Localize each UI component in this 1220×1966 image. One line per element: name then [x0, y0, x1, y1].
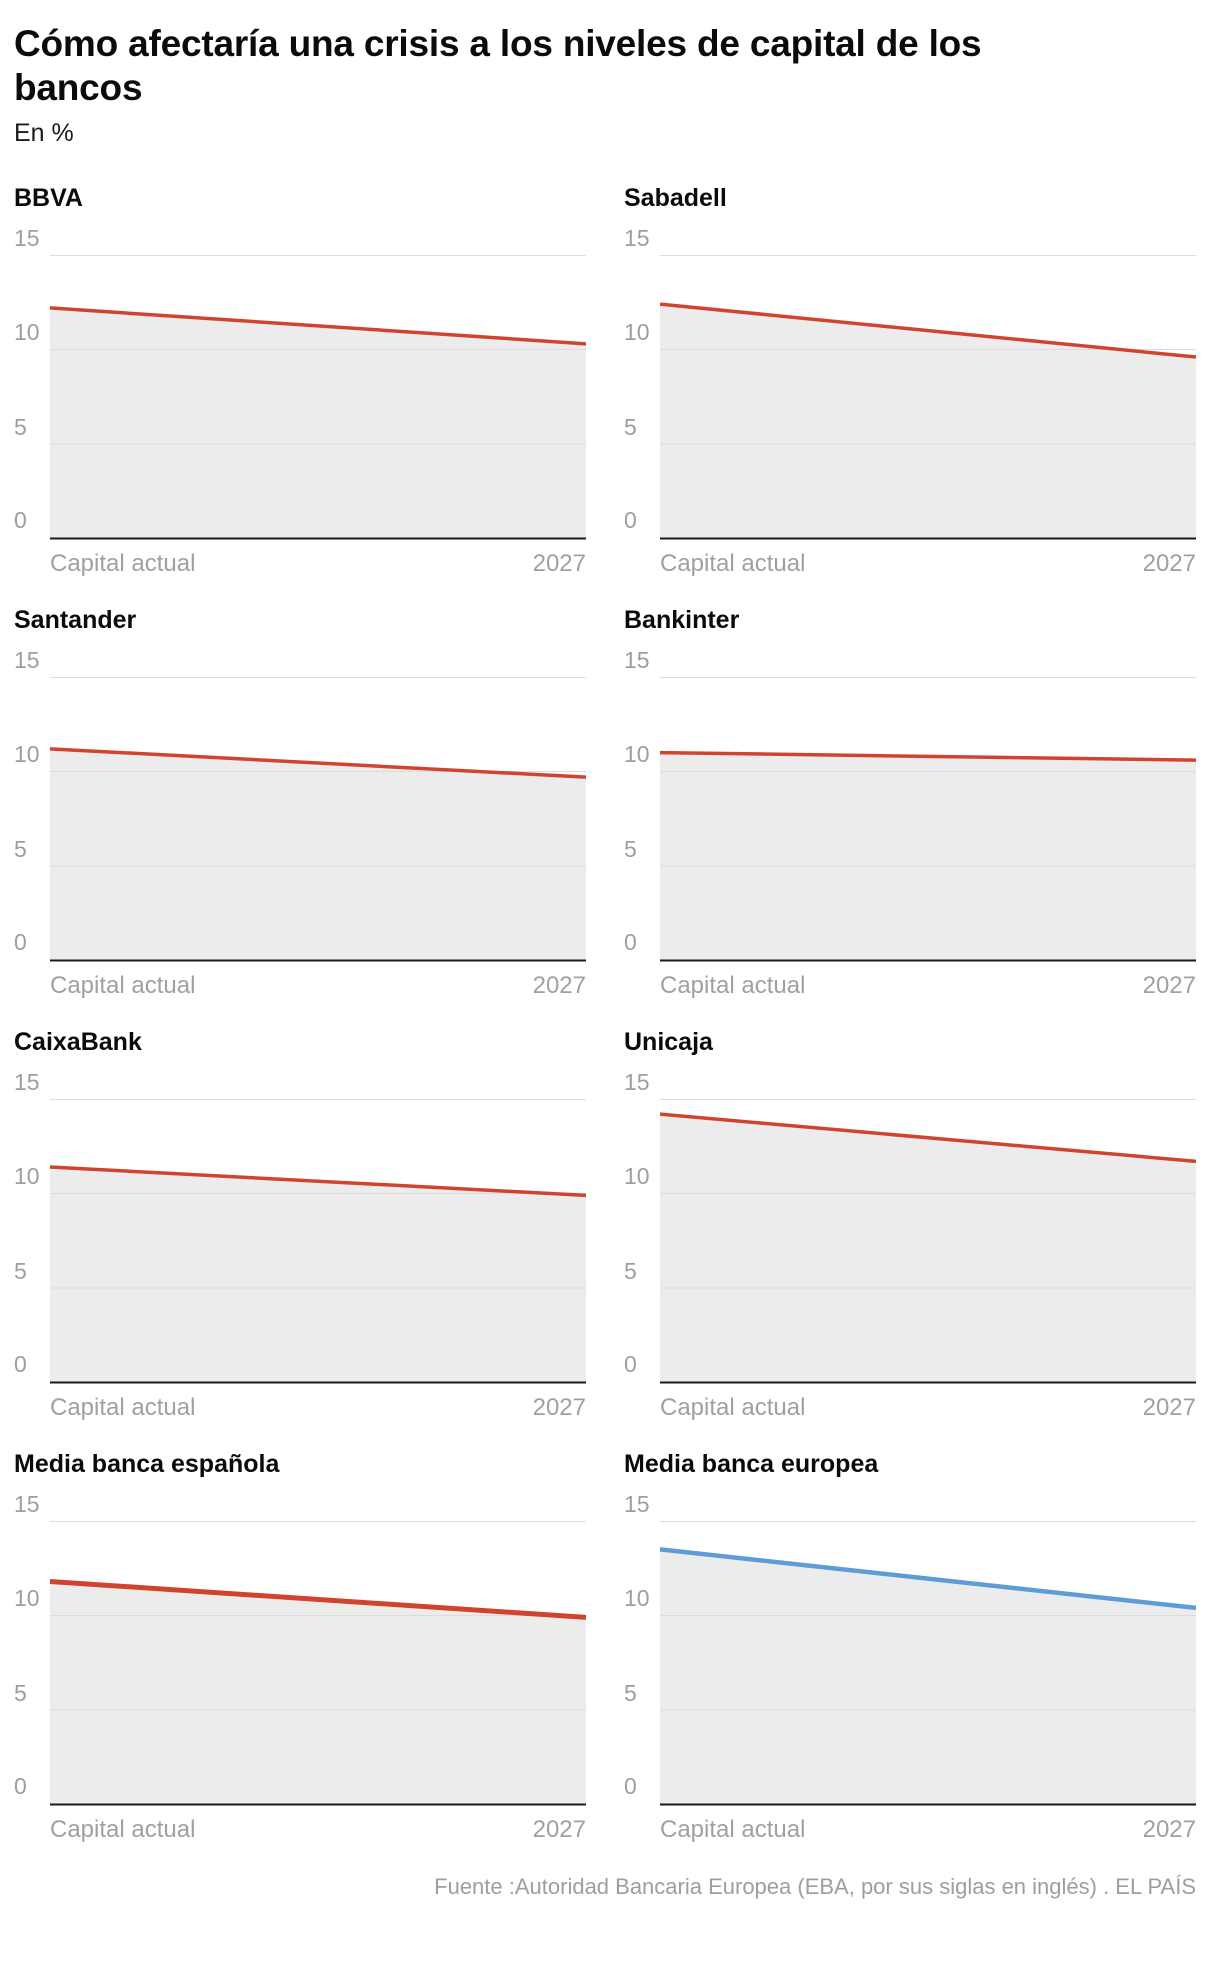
x-label-right: 2027	[1142, 549, 1196, 577]
y-tick-label: 0	[14, 1350, 27, 1377]
chart-title: Media banca española	[14, 1449, 280, 1478]
x-label-right: 2027	[532, 971, 586, 999]
x-axis-labels: Capital actual 2027	[50, 972, 586, 1000]
y-tick-label: 10	[624, 1584, 650, 1611]
y-tick-label: 5	[624, 1257, 637, 1284]
plot-area: 15 10 5 0	[624, 647, 1196, 962]
y-tick-label: 10	[14, 1162, 40, 1189]
plot-area: 15 10 5 0	[624, 1069, 1196, 1384]
source-attribution: Fuente :Autoridad Bancaria Europea (EBA,…	[434, 1873, 1196, 1899]
x-label-left: Capital actual	[50, 1393, 196, 1421]
chart-title: Media banca europea	[624, 1449, 879, 1478]
plot-area: 15 10 5 0	[14, 1069, 586, 1384]
x-axis-labels: Capital actual 2027	[660, 550, 1196, 578]
x-axis-labels: Capital actual 2027	[50, 1816, 586, 1844]
chart-title: Bankinter	[624, 605, 740, 634]
y-tick-label: 0	[14, 506, 27, 533]
y-tick-label: 10	[14, 318, 40, 345]
chart-title: Santander	[14, 605, 137, 634]
area-chart	[660, 254, 1196, 540]
x-label-right: 2027	[1142, 1815, 1196, 1843]
y-tick-label: 15	[624, 1068, 650, 1095]
plot-area: 15 10 5 0	[624, 225, 1196, 540]
y-tick-label: 5	[14, 835, 27, 862]
chart-panel-unicaja: Unicaja 15 10 5 0 Capital actual 2027	[624, 1000, 1196, 1422]
y-tick-label: 5	[14, 1679, 27, 1706]
y-tick-label: 10	[624, 318, 650, 345]
chart-title: Unicaja	[624, 1027, 713, 1056]
y-tick-label: 5	[624, 413, 637, 440]
chart-panel-bbva: BBVA 15 10 5 0 Capital actual 2027	[14, 156, 586, 578]
area-chart	[50, 1098, 586, 1384]
x-axis-labels: Capital actual 2027	[660, 972, 1196, 1000]
y-tick-label: 10	[14, 1584, 40, 1611]
y-tick-label: 5	[624, 835, 637, 862]
x-label-right: 2027	[1142, 1393, 1196, 1421]
chart-panel-caixabank: CaixaBank 15 10 5 0 Capital actual 2027	[14, 1000, 586, 1422]
chart-panel-bankinter: Bankinter 15 10 5 0 Capital actual 2027	[624, 578, 1196, 1000]
x-label-left: Capital actual	[660, 1815, 806, 1843]
x-axis-labels: Capital actual 2027	[50, 550, 586, 578]
x-label-left: Capital actual	[660, 549, 806, 577]
area-chart	[660, 1098, 1196, 1384]
chart-panel-santander: Santander 15 10 5 0 Capital actual 2027	[14, 578, 586, 1000]
plot-area: 15 10 5 0	[14, 647, 586, 962]
y-tick-label: 5	[14, 1257, 27, 1284]
x-axis-labels: Capital actual 2027	[50, 1394, 586, 1422]
plot-area: 15 10 5 0	[14, 1491, 586, 1806]
area-chart	[660, 1520, 1196, 1806]
chart-title: Sabadell	[624, 183, 727, 212]
y-tick-label: 0	[624, 1350, 637, 1377]
y-tick-label: 0	[14, 928, 27, 955]
x-axis-labels: Capital actual 2027	[660, 1394, 1196, 1422]
y-tick-label: 15	[14, 1068, 40, 1095]
plot-area: 15 10 5 0	[14, 225, 586, 540]
y-tick-label: 15	[14, 646, 40, 673]
x-label-left: Capital actual	[660, 1393, 806, 1421]
y-tick-label: 15	[624, 1490, 650, 1517]
y-tick-label: 15	[624, 224, 650, 251]
y-tick-label: 10	[624, 1162, 650, 1189]
page-subtitle: En %	[14, 118, 74, 147]
x-label-left: Capital actual	[50, 971, 196, 999]
chart-title: CaixaBank	[14, 1027, 142, 1056]
x-label-left: Capital actual	[660, 971, 806, 999]
y-tick-label: 0	[14, 1772, 27, 1799]
x-label-left: Capital actual	[50, 1815, 196, 1843]
chart-title: BBVA	[14, 183, 83, 212]
y-tick-label: 5	[624, 1679, 637, 1706]
chart-panel-media-banca-europea: Media banca europea 15 10 5 0 Capital ac…	[624, 1422, 1196, 1844]
chart-panel-media-banca-espanola: Media banca española 15 10 5 0 Capital a…	[14, 1422, 586, 1844]
y-tick-label: 10	[624, 740, 650, 767]
y-tick-label: 15	[14, 224, 40, 251]
plot-area: 15 10 5 0	[624, 1491, 1196, 1806]
y-tick-label: 15	[14, 1490, 40, 1517]
y-tick-label: 0	[624, 1772, 637, 1799]
area-chart	[660, 676, 1196, 962]
area-chart	[50, 1520, 586, 1806]
x-label-right: 2027	[1142, 971, 1196, 999]
x-label-right: 2027	[532, 1815, 586, 1843]
y-tick-label: 0	[624, 928, 637, 955]
x-label-left: Capital actual	[50, 549, 196, 577]
y-tick-label: 5	[14, 413, 27, 440]
page: Cómo afectaría una crisis a los niveles …	[14, 23, 1196, 1899]
x-label-right: 2027	[532, 1393, 586, 1421]
x-axis-labels: Capital actual 2027	[660, 1816, 1196, 1844]
area-chart	[50, 254, 586, 540]
area-chart	[50, 676, 586, 962]
y-tick-label: 15	[624, 646, 650, 673]
y-tick-label: 10	[14, 740, 40, 767]
charts-grid: BBVA 15 10 5 0 Capital actual 2027 Sabad…	[14, 156, 1196, 1844]
page-title: Cómo afectaría una crisis a los niveles …	[14, 23, 982, 109]
chart-panel-sabadell: Sabadell 15 10 5 0 Capital actual 2027	[624, 156, 1196, 578]
x-label-right: 2027	[532, 549, 586, 577]
y-tick-label: 0	[624, 506, 637, 533]
